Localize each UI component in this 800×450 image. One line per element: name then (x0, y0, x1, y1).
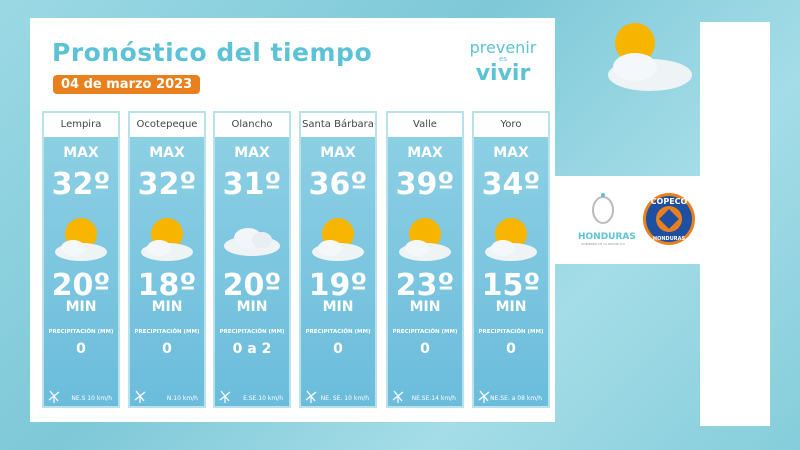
precip-value: 0 (506, 341, 516, 357)
max-label: MAX (320, 145, 356, 161)
precip-value: 0 (76, 341, 86, 357)
sun-cloud-icon (608, 23, 692, 91)
department-card: Yoro MAX 34º 15º MIN PRECIPITACIÓN (MM) … (472, 111, 550, 408)
cloud-icon (215, 208, 289, 268)
department-card: Santa Bárbara MAX 36º 19º MIN PRECIPITAC… (299, 111, 377, 408)
max-temp: 39º (395, 167, 455, 202)
wind-value: E.SE.10 km/h (243, 395, 283, 402)
precip-value: 0 (333, 341, 343, 357)
min-temp: 23º (395, 268, 455, 303)
prevenir-es-vivir-logo: prevenir es vivir (464, 40, 542, 85)
precip-value: 0 a 2 (232, 341, 272, 357)
department-name: Yoro (474, 113, 548, 137)
date-badge: 04 de marzo 2023 (53, 75, 201, 94)
logo-line3: vivir (475, 61, 531, 86)
department-card: Lempira MAX 32º 20º MIN PRECIPITACIÓN (M… (42, 111, 120, 408)
precip-label: PRECIPITACIÓN (MM) (478, 329, 544, 335)
max-temp: 32º (137, 167, 197, 202)
sun-cloud-icon (44, 208, 118, 268)
coat-of-arms-icon (592, 193, 614, 224)
precip-value: 0 (162, 341, 172, 357)
wind-icon (48, 390, 60, 403)
wind-icon (305, 390, 317, 403)
min-temp: 15º (481, 268, 541, 303)
department-name: Lempira (44, 113, 118, 137)
max-temp: 36º (308, 167, 368, 202)
min-label: MIN (236, 299, 268, 315)
copeco-subtext: HONDURAS (653, 236, 686, 242)
min-label: MIN (322, 299, 354, 315)
min-temp: 20º (51, 268, 111, 303)
min-label: MIN (151, 299, 183, 315)
wind-icon (478, 390, 490, 403)
wind-value: NE. SE. 10 km/h (320, 395, 369, 402)
department-card: Olancho MAX 31º 20º MIN PRECIPITACIÓN (M… (213, 111, 291, 408)
wind-icon (392, 390, 404, 403)
sun-cloud-icon (130, 208, 204, 268)
max-temp: 32º (51, 167, 111, 202)
precip-label: PRECIPITACIÓN (MM) (134, 329, 200, 335)
honduras-text: HONDURAS (578, 232, 636, 242)
logo-line1: prevenir (469, 38, 537, 57)
min-label: MIN (495, 299, 527, 315)
department-name: Ocotepeque (130, 113, 204, 137)
wind-icon (219, 390, 231, 403)
wind-value: NE.SE.14 km/h (411, 395, 456, 402)
max-label: MAX (63, 145, 99, 161)
wind-value: NE.S 10 km/h (71, 395, 112, 402)
min-label: MIN (65, 299, 97, 315)
department-card: Valle MAX 39º 23º MIN PRECIPITACIÓN (MM)… (386, 111, 464, 408)
sun-cloud-icon (388, 208, 462, 268)
department-name: Santa Bárbara (301, 113, 375, 137)
max-label: MAX (149, 145, 185, 161)
precip-label: PRECIPITACIÓN (MM) (305, 329, 371, 335)
precip-value: 0 (420, 341, 430, 357)
department-card: Ocotepeque MAX 32º 18º MIN PRECIPITACIÓN… (128, 111, 206, 408)
honduras-subtext: GOBIERNO DE LA REPÚBLICA (581, 242, 625, 246)
department-name: Olancho (215, 113, 289, 137)
precip-label: PRECIPITACIÓN (MM) (48, 329, 114, 335)
sun-cloud-icon (474, 208, 548, 268)
wind-value: NE.SE. a 08 km/h (490, 395, 542, 402)
precip-label: PRECIPITACIÓN (MM) (219, 329, 285, 335)
min-temp: 18º (137, 268, 197, 303)
logo-line2: es (499, 55, 507, 63)
min-label: MIN (409, 299, 441, 315)
copeco-text: COPECO (651, 197, 688, 206)
max-temp: 31º (222, 167, 282, 202)
copeco-logo: COPECO HONDURAS (643, 193, 695, 245)
wind-value: N.10 km/h (166, 395, 198, 402)
min-temp: 20º (222, 268, 282, 303)
max-label: MAX (234, 145, 270, 161)
h-right-bar (700, 22, 770, 426)
max-label: MAX (407, 145, 443, 161)
wind-icon (134, 390, 146, 403)
honduras-logo: HONDURAS GOBIERNO DE LA REPÚBLICA (578, 192, 636, 246)
page-title: Pronóstico del tiempo (52, 38, 373, 67)
max-temp: 34º (481, 167, 541, 202)
min-temp: 19º (308, 268, 368, 303)
department-name: Valle (388, 113, 462, 137)
precip-label: PRECIPITACIÓN (MM) (392, 329, 458, 335)
sun-cloud-icon (301, 208, 375, 268)
max-label: MAX (493, 145, 529, 161)
